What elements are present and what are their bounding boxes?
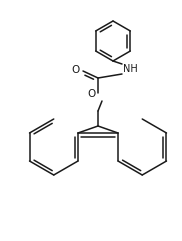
Text: O: O <box>87 89 95 99</box>
Text: NH: NH <box>123 64 138 74</box>
Text: O: O <box>72 65 80 75</box>
